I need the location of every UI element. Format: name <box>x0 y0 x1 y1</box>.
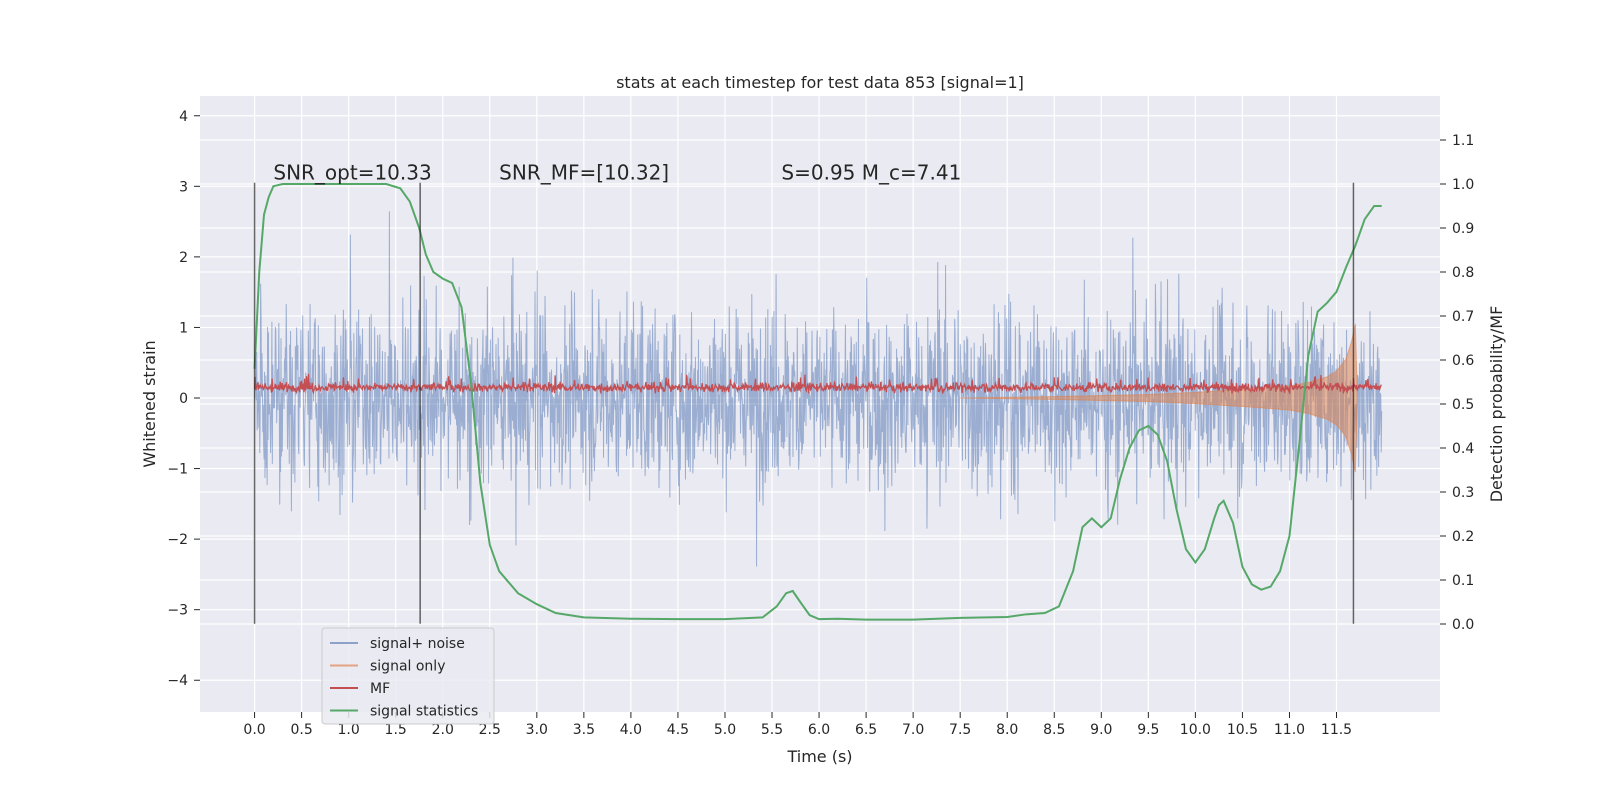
x-tick-label: 7.0 <box>902 722 924 738</box>
x-tick-label: 3.5 <box>573 722 595 738</box>
x-tick-label: 3.0 <box>526 722 548 738</box>
y2-tick-label: 1.0 <box>1452 177 1474 193</box>
x-tick-label: 7.5 <box>949 722 971 738</box>
x-tick-label: 6.5 <box>855 722 877 738</box>
x-tick-label: 11.5 <box>1321 722 1352 738</box>
y2-axis-ticks: 0.0 0.1 0.2 0.3 0.4 0.5 0.6 0.7 0.8 0.9 1.0 1.1 <box>1440 133 1474 633</box>
legend: signal+ noise signal only MF signal statist… <box>321 627 495 725</box>
legend-label: signal+ noise <box>370 636 465 652</box>
x-tick-label: 8.5 <box>1043 722 1065 738</box>
x-tick-label: 6.0 <box>808 722 830 738</box>
x-tick-label: 1.5 <box>385 722 407 738</box>
x-axis-label: Time (s) <box>786 747 852 766</box>
y-tick-label: −4 <box>167 673 188 689</box>
vertical-markers <box>253 182 1355 624</box>
y2-tick-label: 1.1 <box>1452 133 1474 149</box>
y-tick-label: −1 <box>167 462 188 478</box>
x-tick-label: 10.0 <box>1180 722 1211 738</box>
x-tick-label: 8.0 <box>996 722 1018 738</box>
y-tick-label: −2 <box>167 532 188 548</box>
x-tick-label: 4.5 <box>667 722 689 738</box>
legend-label: MF <box>370 681 390 697</box>
y2-tick-label: 0.3 <box>1452 485 1474 501</box>
series-layer <box>253 183 1383 621</box>
x-axis-ticks: 0.0 0.5 1.0 1.5 2.0 2.5 3.0 3.5 4.0 4.5 5.0 5.5 6.0 6… <box>243 712 1352 738</box>
x-tick-label: 9.0 <box>1090 722 1112 738</box>
y2-tick-label: 0.8 <box>1452 265 1474 281</box>
x-tick-label: 11.0 <box>1274 722 1305 738</box>
x-tick-label: 5.0 <box>714 722 736 738</box>
grid <box>200 96 1440 712</box>
annotations: SNR_opt=10.33 SNR_MF=[10.32] S=0.95 M_c=7.… <box>273 160 961 184</box>
y2-tick-label: 0.7 <box>1452 309 1474 325</box>
y2-tick-label: 0.2 <box>1452 529 1474 545</box>
x-tick-label: 0.5 <box>290 722 312 738</box>
x-tick-label: 4.0 <box>620 722 642 738</box>
y-tick-label: 4 <box>179 109 188 125</box>
y-tick-label: −3 <box>167 603 188 619</box>
y2-tick-label: 0.1 <box>1452 573 1474 589</box>
y2-axis-label: Detection probability/MF <box>1487 306 1506 503</box>
annotation-snr-mf: SNR_MF=[10.32] <box>499 160 669 184</box>
annotation-s-mc: S=0.95 M_c=7.41 <box>781 160 961 184</box>
y-axis-label: Whitened strain <box>140 340 159 467</box>
series-signal-only-area <box>960 323 1358 473</box>
y2-tick-label: 0.4 <box>1452 441 1474 457</box>
y2-tick-label: 0.5 <box>1452 397 1474 413</box>
y2-tick-label: 0.9 <box>1452 221 1474 237</box>
x-tick-label: 10.5 <box>1227 722 1258 738</box>
x-tick-label: 0.0 <box>243 722 265 738</box>
y-tick-label: 2 <box>179 250 188 266</box>
x-tick-label: 5.5 <box>761 722 783 738</box>
y-tick-label: 1 <box>179 320 188 336</box>
x-tick-label: 1.0 <box>338 722 360 738</box>
x-tick-label: 2.0 <box>432 722 454 738</box>
annotation-snr-opt: SNR_opt=10.33 <box>273 160 431 184</box>
legend-label: signal statistics <box>370 704 478 720</box>
chart-title: stats at each timestep for test data 853… <box>616 73 1024 92</box>
y-axis-ticks: −4 −3 −2 −1 0 1 2 3 4 <box>167 109 200 689</box>
y2-tick-label: 0.6 <box>1452 353 1474 369</box>
legend-label: signal only <box>370 659 445 675</box>
x-tick-label: 2.5 <box>479 722 501 738</box>
y-tick-label: 3 <box>179 179 188 195</box>
legend-box <box>321 627 495 725</box>
y-tick-label: 0 <box>179 391 188 407</box>
x-tick-label: 9.5 <box>1137 722 1159 738</box>
series-signal-statistics-line <box>253 183 1382 621</box>
y2-tick-label: 0.0 <box>1452 617 1474 633</box>
series-mf-line <box>253 373 1382 395</box>
